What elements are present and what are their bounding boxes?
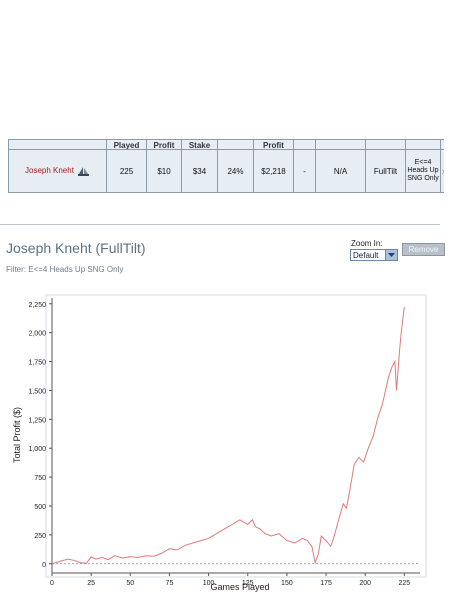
pct-cell: 24% xyxy=(217,149,254,193)
chevron-down-icon[interactable] xyxy=(385,250,397,260)
profit-series-line xyxy=(51,307,405,565)
player-cell[interactable]: Joseph Kneht xyxy=(8,149,107,193)
y-tick-label: 1,750 xyxy=(28,360,46,367)
y-tick-label: 750 xyxy=(34,475,46,482)
chart-frame xyxy=(45,294,427,578)
zoom-select[interactable]: Default xyxy=(350,249,398,261)
x-tick-label: 150 xyxy=(281,580,293,587)
col-header-dash[interactable] xyxy=(293,139,316,150)
y-tick-label: 2,250 xyxy=(28,302,46,309)
y-tick-label: 500 xyxy=(34,504,46,511)
y-tick-label: 1,250 xyxy=(28,417,46,424)
y-tick-label: 1,500 xyxy=(28,388,46,395)
col-header-player xyxy=(8,139,107,150)
x-tick-label: 75 xyxy=(166,580,174,587)
col-header-site[interactable] xyxy=(365,139,406,150)
y-axis: 0 250 500 750 1,000 1,250 1,500 1,750 2,000 2,250 xyxy=(28,298,53,573)
col-header-na[interactable] xyxy=(315,139,366,150)
filter-cell: E<=4 Heads Up SNG Only xyxy=(405,149,441,193)
col-header-total-profit[interactable]: Profit xyxy=(253,139,294,150)
y-tick-label: 250 xyxy=(34,533,46,540)
col-header-stake[interactable]: Stake xyxy=(181,139,218,150)
profit-chart: 02505007501,0001,2501,5001,7502,0002,250… xyxy=(12,294,427,592)
x-tick-label: 100 xyxy=(203,580,215,587)
profit-cell: $10 xyxy=(146,149,182,193)
table-header-row: Played Profit Stake Profit xyxy=(8,139,444,150)
dash-cell: - xyxy=(293,149,316,193)
remove-row-x[interactable]: x xyxy=(440,149,444,193)
x-tick-label: 225 xyxy=(398,580,410,587)
player-name-link[interactable]: Joseph Kneht xyxy=(25,166,74,176)
x-tick-label: 25 xyxy=(87,580,95,587)
x-tick-label: 0 xyxy=(50,580,54,587)
x-tick-label: 125 xyxy=(242,580,254,587)
section-divider xyxy=(0,224,440,225)
y-tick-label: 2,000 xyxy=(28,331,46,338)
zoom-label: Zoom In: xyxy=(351,239,383,248)
remove-button[interactable]: Remove xyxy=(402,243,445,256)
x-axis: 0 25 50 75 100 125 150 175 200 225 xyxy=(50,572,420,587)
col-header-x xyxy=(440,139,444,150)
total-profit-cell: $2,218 xyxy=(253,149,294,193)
x-tick-label: 200 xyxy=(359,580,371,587)
col-header-pct[interactable] xyxy=(217,139,254,150)
zoom-select-value: Default xyxy=(353,251,379,260)
x-axis-label: Games Played xyxy=(210,582,269,592)
site-cell: FullTilt xyxy=(365,149,406,193)
x-tick-label: 175 xyxy=(320,580,332,587)
y-tick-label: 0 xyxy=(42,562,46,569)
stats-table: Played Profit Stake Profit Joseph Kneht … xyxy=(8,139,444,193)
x-tick-label: 50 xyxy=(126,580,134,587)
col-header-played[interactable]: Played xyxy=(106,139,147,150)
col-header-filter[interactable] xyxy=(405,139,441,150)
y-axis-label: Total Profit ($) xyxy=(12,407,22,463)
stake-cell: $34 xyxy=(181,149,218,193)
col-header-profit[interactable]: Profit xyxy=(146,139,182,150)
chart-title: Joseph Kneht (FullTilt) xyxy=(6,240,146,256)
played-cell: 225 xyxy=(106,149,147,193)
fulltilt-boat-icon xyxy=(78,166,90,176)
na-cell: N/A xyxy=(315,149,366,193)
table-row: Joseph Kneht 225 $10 $34 24% $2,218 - N/… xyxy=(8,149,444,193)
chart-filter-text: Filter: E<=4 Heads Up SNG Only xyxy=(6,265,124,274)
y-tick-label: 1,000 xyxy=(28,446,46,453)
